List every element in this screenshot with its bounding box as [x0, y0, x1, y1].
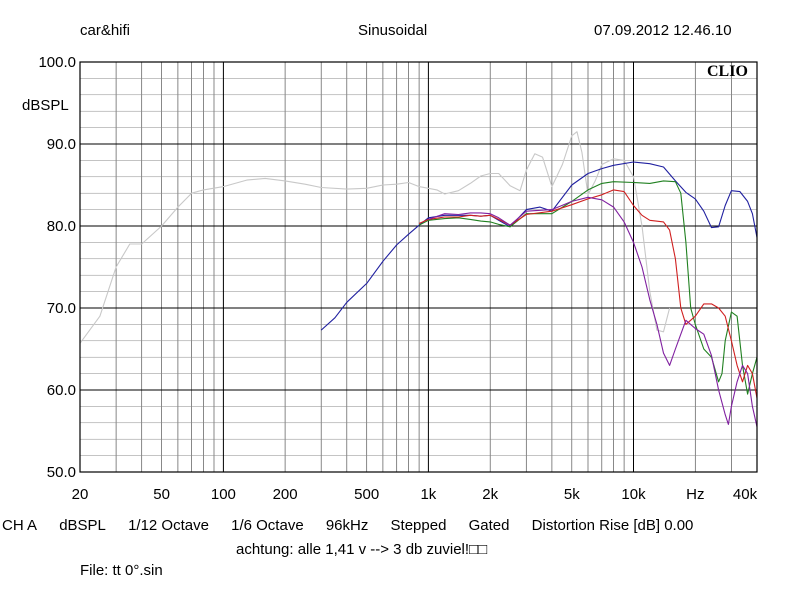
- settings-sample-rate: 96kHz: [325, 517, 369, 534]
- settings-unit: dBSPL: [59, 517, 106, 534]
- y-tick-label: 90.0: [47, 136, 76, 153]
- settings-sweep-type: Stepped: [390, 517, 447, 534]
- response-curve-1: [79, 131, 671, 344]
- y-tick-label: 100.0: [38, 54, 76, 71]
- y-tick-label: 70.0: [47, 300, 76, 317]
- settings-channel: CH A: [2, 517, 38, 534]
- x-tick-label: 1k: [420, 486, 436, 503]
- x-tick-label: 2k: [482, 486, 498, 503]
- settings-resolution: 1/12 Octave: [128, 517, 209, 534]
- x-tick-label: 50: [153, 486, 170, 503]
- x-tick-label: 500: [354, 486, 379, 503]
- grid-major: [80, 62, 757, 472]
- x-tick-label: 40k: [733, 486, 758, 503]
- measurement-mode-label: Sinusoidal: [358, 22, 428, 39]
- series-layer: [79, 131, 758, 428]
- y-tick-label: 50.0: [47, 464, 76, 481]
- file-name-label: File: tt 0°.sin: [80, 562, 163, 579]
- x-tick-label: 100: [211, 486, 236, 503]
- x-tick-label: 20: [72, 486, 89, 503]
- brand-label: car&hifi: [80, 22, 131, 39]
- response-curve-4: [418, 189, 758, 399]
- x-tick-label: 5k: [564, 486, 580, 503]
- timestamp-label: 07.09.2012 12.46.10: [594, 22, 732, 39]
- clio-logo: CLIO: [707, 63, 748, 80]
- measurement-note: achtung: alle 1,41 v --> 3 db zuviel!□□: [236, 541, 488, 558]
- settings-distortion-rise: Distortion Rise [dB] 0.00: [531, 517, 694, 534]
- x-tick-label: Hz: [686, 486, 704, 503]
- x-tick-label: 200: [273, 486, 298, 503]
- settings-smoothing: 1/6 Octave: [231, 517, 304, 534]
- y-axis-tick-labels: 100.0 90.0 80.0 70.0 60.0 50.0: [38, 54, 76, 481]
- plot-frame: [79, 61, 758, 473]
- y-tick-label: 60.0: [47, 382, 76, 399]
- y-axis-unit-label: dBSPL: [22, 97, 69, 114]
- response-curve-5: [428, 196, 758, 428]
- settings-gating: Gated: [468, 517, 510, 534]
- x-axis-tick-labels: 20 50 100 200 500 1k 2k 5k 10k Hz 40k: [72, 486, 758, 503]
- x-tick-label: 10k: [621, 486, 646, 503]
- grid-minor: [80, 62, 757, 472]
- measurement-settings: CH A dBSPL 1/12 Octave 1/6 Octave 96kHz …: [2, 517, 693, 534]
- y-tick-label: 80.0: [47, 218, 76, 235]
- response-curve-2: [320, 161, 758, 331]
